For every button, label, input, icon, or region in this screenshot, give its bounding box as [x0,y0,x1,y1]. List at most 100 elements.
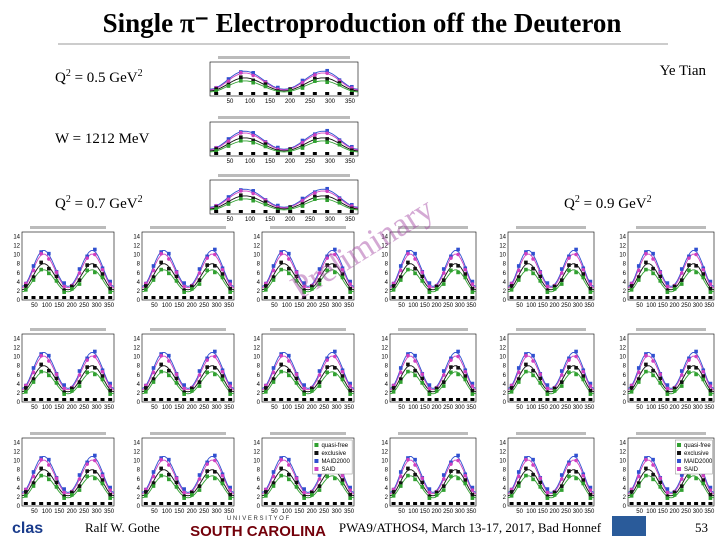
marker [213,476,217,481]
marker [679,369,684,373]
marker [545,392,550,396]
marker [567,370,571,375]
marker [108,388,112,393]
marker [108,381,112,386]
y-tick-label: 12 [133,244,140,250]
marker [251,138,255,143]
model-curve [507,365,595,393]
marker [559,384,564,388]
marker [294,376,299,381]
y-tick-label: 14 [253,441,260,447]
y-tick-label: 2 [137,495,141,501]
marker [159,353,163,358]
marker [39,362,43,367]
y-tick-label: 0 [623,504,627,510]
legend-label: exclusive [684,451,709,457]
marker [531,472,535,477]
marker [651,271,655,276]
systematic-bar [701,296,706,299]
x-tick-label: 150 [174,405,185,411]
y-tick-label: 2 [623,289,627,295]
marker [545,281,550,285]
marker [708,388,713,393]
x-tick-label: 200 [549,303,560,309]
marker [420,376,425,381]
systematic-bar [302,296,307,299]
systematic-bar [54,296,59,299]
marker [325,128,329,133]
marker [313,76,317,81]
marker [264,490,268,494]
marker [531,457,535,462]
marker [325,137,329,141]
marker [197,271,202,275]
marker [413,251,417,256]
marker [679,380,684,384]
marker [85,256,89,260]
systematic-bar [552,296,557,299]
marker [226,137,231,141]
legend-label: MAID2000 [684,459,713,465]
systematic-bar [226,92,231,95]
systematic-bar [166,502,171,505]
model-curve [627,250,715,287]
systematic-bar [226,152,231,155]
marker [263,84,268,89]
plot-frame [627,333,715,403]
marker [406,466,410,471]
marker [302,281,306,285]
y-tick-label: 8 [257,364,261,370]
systematic-bar [413,296,418,299]
y-tick-label: 12 [381,244,388,250]
marker [420,476,425,481]
marker [294,279,299,283]
x-tick-label: 350 [104,405,115,411]
marker [665,281,670,285]
marker [174,270,179,275]
marker [325,195,329,199]
marker [279,466,283,471]
panel-header [218,116,350,119]
y-tick-label: 8 [17,468,21,474]
y-tick-label: 12 [13,244,20,250]
marker [463,275,468,280]
y-tick-label: 10 [499,355,506,361]
marker [325,140,329,145]
marker [427,386,432,391]
marker [406,362,410,367]
marker [456,458,460,463]
model-curve [389,355,477,391]
systematic-bar [317,502,322,505]
marker [182,288,186,293]
marker [531,368,535,373]
marker [251,71,255,75]
model-curve [21,371,115,395]
marker [449,365,453,369]
systematic-bar [545,296,550,299]
marker [509,284,514,288]
marker [317,282,322,286]
marker [62,494,66,499]
systematic-bar [312,92,317,95]
marker [651,353,655,358]
x-tick-label: 100 [646,405,657,411]
systematic-bar [251,210,256,213]
marker [531,463,535,467]
model-curve [21,250,115,287]
marker [574,458,578,463]
author: Ye Tian [660,63,707,79]
y-tick-label: 10 [13,253,20,259]
marker [54,476,59,481]
marker [456,354,460,359]
marker [205,365,209,369]
marker [588,279,593,284]
systematic-bar [54,502,59,505]
marker [552,386,557,391]
marker [174,274,179,279]
systematic-bar [434,296,439,299]
marker [62,288,66,293]
x-tick-label: 200 [67,303,78,309]
marker [302,494,306,499]
y-tick-label: 8 [385,262,389,268]
